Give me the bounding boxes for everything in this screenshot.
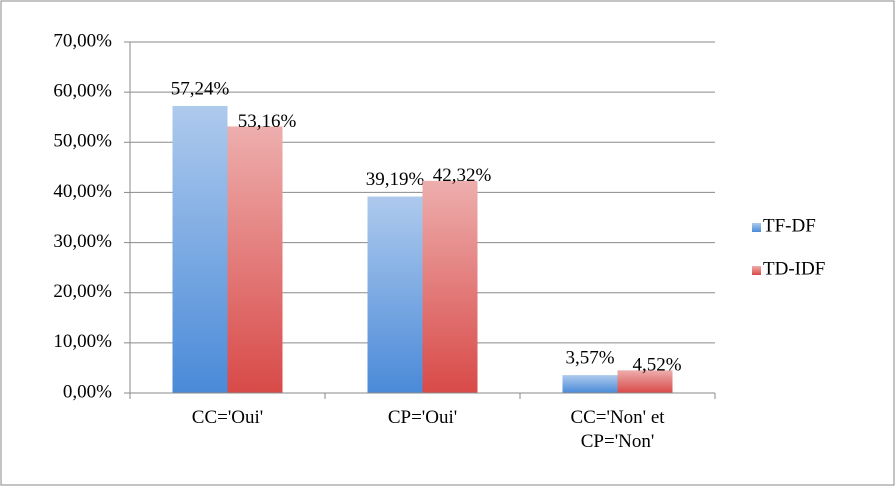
data-label: 39,19% [366, 169, 425, 190]
y-tick-label: 40,00% [53, 181, 112, 202]
bar [172, 105, 228, 393]
y-tick-label: 60,00% [53, 81, 112, 102]
legend-label: TD-IDF [763, 258, 825, 279]
data-label: 53,16% [238, 111, 297, 132]
data-label: 4,52% [632, 355, 681, 376]
y-tick-label: 20,00% [53, 281, 112, 302]
legend-swatch [752, 223, 761, 232]
x-tick-label: CC='Non' et CP='Non' [570, 407, 665, 452]
y-tick-label: 30,00% [53, 231, 112, 252]
x-tick-label: CC='Oui' [192, 407, 263, 428]
y-tick-label: 10,00% [53, 331, 112, 352]
y-tick-label: 70,00% [53, 30, 112, 51]
data-label: 57,24% [171, 78, 230, 99]
y-tick-label: 50,00% [53, 131, 112, 152]
data-label: 3,57% [565, 347, 614, 368]
legend-label: TF-DF [763, 215, 816, 236]
bar [617, 370, 673, 393]
legend-swatch [752, 266, 761, 275]
bar [227, 126, 283, 393]
bar [367, 196, 423, 393]
bar [422, 180, 478, 393]
x-tick-label: CP='Oui' [388, 407, 457, 428]
bar [562, 375, 618, 393]
data-label: 42,32% [433, 165, 492, 186]
y-tick-label: 0,00% [63, 381, 112, 402]
